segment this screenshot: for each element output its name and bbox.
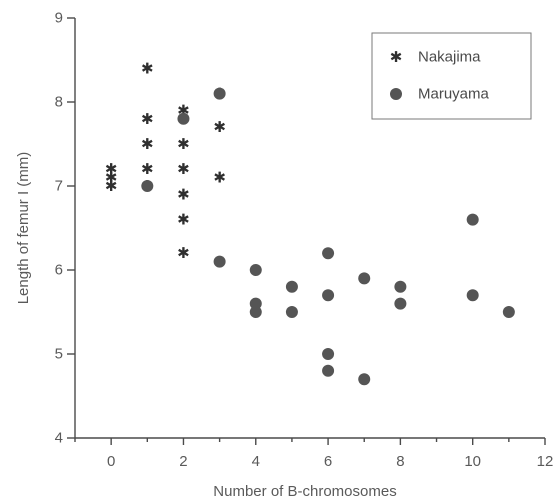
y-axis-label: Length of femur I (mm)	[15, 152, 32, 305]
x-tick-label: 2	[179, 453, 187, 470]
point-nakajima: ✱	[105, 177, 118, 195]
y-tick-label: 7	[55, 178, 63, 195]
point-maruyama	[466, 213, 479, 226]
point-nakajima: ✱	[177, 211, 190, 229]
point-nakajima: ✱	[141, 110, 154, 128]
x-tick-label: 8	[396, 453, 404, 470]
x-ticks: 0 2 4 6 8 10 12	[74, 438, 554, 470]
point-nakajima: ✱	[177, 135, 190, 153]
point-maruyama	[213, 87, 226, 100]
x-tick-label: 6	[324, 453, 332, 470]
point-maruyama	[394, 297, 407, 310]
point-maruyama	[249, 264, 262, 276]
y-tick-label: 5	[55, 346, 63, 363]
point-maruyama	[285, 306, 298, 318]
point-maruyama	[249, 306, 262, 318]
point-maruyama	[249, 297, 262, 310]
point-nakajima: ✱	[213, 118, 226, 136]
y-tick-label: 8	[55, 94, 63, 111]
legend-marker-maruyama	[390, 88, 402, 100]
legend-label-nakajima: Nakajima	[418, 49, 481, 66]
point-maruyama	[322, 348, 335, 360]
legend: ✱ Nakajima Maruyama	[371, 32, 532, 120]
legend-box	[371, 32, 532, 120]
data-points: ✱✱✱✱✱✱✱✱✱✱✱✱✱✱✱✱✱✱	[105, 59, 515, 386]
point-maruyama	[322, 289, 335, 302]
point-maruyama	[141, 180, 154, 192]
y-tick-label: 4	[55, 430, 63, 447]
y-tick-label: 6	[55, 262, 63, 279]
axes	[74, 18, 545, 439]
point-nakajima: ✱	[177, 244, 190, 262]
point-maruyama	[177, 112, 190, 125]
point-maruyama	[322, 247, 335, 260]
x-tick-label: 12	[537, 453, 554, 470]
point-nakajima: ✱	[141, 59, 154, 77]
point-maruyama	[285, 280, 298, 293]
x-tick-label: 4	[252, 453, 260, 470]
point-maruyama	[322, 364, 335, 377]
point-maruyama	[394, 280, 407, 293]
point-maruyama	[213, 255, 226, 268]
point-nakajima: ✱	[213, 169, 226, 187]
point-maruyama	[466, 289, 479, 302]
x-tick-label: 10	[464, 453, 481, 470]
point-maruyama	[358, 272, 371, 285]
point-nakajima: ✱	[177, 160, 190, 178]
point-maruyama	[502, 306, 515, 318]
legend-label-maruyama: Maruyama	[418, 86, 490, 103]
legend-marker-nakajima: ✱	[390, 48, 403, 66]
point-nakajima: ✱	[141, 135, 154, 153]
x-tick-label: 0	[107, 453, 115, 470]
y-ticks: 4 5 6 7 8 9	[55, 10, 75, 447]
point-nakajima: ✱	[177, 185, 190, 203]
y-tick-label: 9	[55, 10, 63, 27]
point-nakajima: ✱	[141, 160, 154, 178]
point-nakajima: ✱	[105, 160, 118, 178]
point-maruyama	[358, 373, 371, 386]
x-axis-label: Number of B-chromosomes	[213, 483, 396, 500]
point-nakajima: ✱	[105, 169, 118, 187]
